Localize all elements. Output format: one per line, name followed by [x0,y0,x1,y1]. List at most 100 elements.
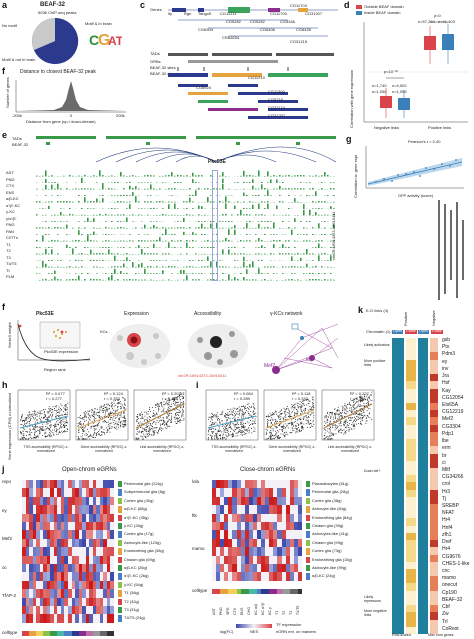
heatmap-cell [248,513,254,523]
heatmap-cell [269,555,274,565]
heatmap-cell [60,597,65,607]
heatmap-cell [68,488,72,498]
heatmap-cell [236,505,241,514]
heatmap-cell [50,606,55,615]
heatmap-row-label: Astrocyte-like (99g) [312,565,347,570]
heatmap-cell [236,488,241,498]
heatmap-cell [277,572,282,582]
panel-label-b: f [2,66,5,76]
marker-swatch [306,556,310,563]
heatmap-tf-label: mamo [192,546,205,552]
svg-text:C: C [89,32,99,48]
heatmap-cell [39,614,44,624]
k-tf-label: SREBP [442,503,459,510]
heatmap-cell [297,538,303,548]
track-signal [36,248,335,255]
k-heat-cell [430,352,438,360]
heatmap-cell [92,555,97,565]
heatmap-cell [216,480,221,489]
marker-swatch [118,497,122,505]
track-label: AST [6,170,14,175]
celltype-cell [57,630,62,636]
heatmap-cell [273,572,278,582]
heatmap-cell [22,513,26,523]
heatmap-cell [110,522,115,531]
heatmap-cell [240,564,246,573]
k-heat-cell [430,597,438,606]
heatmap-cell [46,547,51,556]
heatmap-cell [265,488,270,498]
heatmap-cell [43,480,48,489]
heatmap-cell [60,555,65,565]
heatmap-cell [68,597,72,607]
heatmap-cell [29,606,33,615]
heatmap-row-label: Cortex glia (38g) [312,497,342,503]
heatmap-cell [248,496,254,506]
heatmap-cell [293,555,299,565]
k-heat-cell [430,554,438,562]
heatmap-cell [78,606,83,615]
heatmap-cell [103,505,108,514]
k-heat-cell [430,619,438,627]
heatmap-cell [224,572,229,582]
panel-f-kcs-label: KCs [100,329,108,334]
track-label: γ/α'/β' [6,215,17,221]
heatmap-cell [99,538,104,548]
panel-f-expr-inset-label: Pkc53E expression [44,349,79,354]
positive-bar [392,338,404,634]
heatmap-cell [50,614,55,624]
heatmap-cell [216,538,221,548]
heatmap-cell [64,488,69,498]
heatmap-cell [220,530,225,540]
heatmap-cell [261,480,266,489]
heatmap-cell [64,530,69,540]
heatmap-row-label: Ensheathing glia (38g) [124,548,165,554]
heatmap-row-label: Chiasm glia (39g) [312,523,344,528]
heatmap-cell [53,505,58,514]
heatmap-cell [244,538,250,548]
celltype-label: CTX [233,607,238,615]
heatmap-cell [281,572,286,582]
heatmap-cell [252,530,258,540]
heatmap-cell [78,530,83,540]
heatmap-cell [92,580,97,590]
panel-d-boxplots [363,21,468,123]
heatmap-cell [212,555,217,565]
panel-label-g: g [346,134,352,144]
heatmap-cell [212,505,217,514]
heatmap-cell [99,589,104,598]
heatmap-cell [29,522,33,531]
heatmap-cell [228,513,233,523]
heatmap-cell [281,480,286,489]
heatmap-cell [96,547,101,556]
heatmap-cell [297,530,303,540]
heatmap-cell [96,597,101,607]
heatmap-cell [71,572,76,582]
heatmap-cell [75,572,79,582]
heatmap-cell [248,564,254,573]
heatmap-cell [53,555,58,565]
heatmap-cell [39,513,44,523]
heatmap-cell [285,572,291,582]
heatmap-cell [273,522,278,531]
marker-swatch [306,481,310,488]
heatmap-cell [36,547,40,556]
heatmap-row-label: Astrocytes-like (41g) [312,531,349,537]
heatmap-cell [68,480,72,489]
k-heat-cell [430,374,438,382]
heatmap-cell [85,522,90,531]
heatmap-cell [110,505,115,514]
heatmap-cell [89,614,94,624]
open-close-chip: Close [405,329,417,334]
heatmap-cell [60,480,65,489]
heatmap-cell [22,530,26,540]
heatmap-cell [236,572,241,582]
heatmap-cell [297,572,303,582]
panel-f-sub-network: γ-KCs network [270,311,303,317]
panel-e-tracks: AST PNG CTX ENS α/β-KC α'/β'-KC γ-KC γ/α'/β' PNG… [4,170,340,300]
marker-swatch [306,573,310,580]
heatmap-cell [106,530,111,540]
k-heat-cell [406,417,416,425]
celltype-label: KC γ [267,607,272,615]
marker-swatch [306,506,310,513]
